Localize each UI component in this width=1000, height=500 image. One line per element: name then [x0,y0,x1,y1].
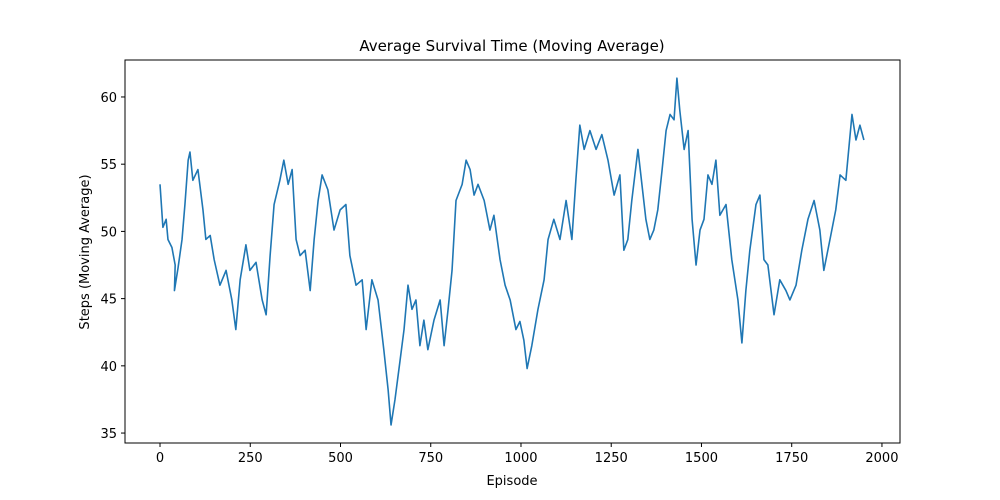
x-tick-label: 1000 [504,451,537,466]
x-tick-label: 250 [238,451,263,466]
x-tick-label: 0 [156,451,164,466]
y-axis-label: Steps (Moving Average) [78,174,93,329]
y-tick-label: 55 [100,158,117,173]
y-tick-label: 50 [100,225,117,240]
y-tick-label: 45 [100,293,117,308]
x-tick-label: 750 [418,451,443,466]
x-tick-label: 1500 [685,451,718,466]
x-tick-label: 2000 [865,451,898,466]
x-tick-label: 1250 [595,451,628,466]
chart-title: Average Survival Time (Moving Average) [359,37,664,55]
y-tick-label: 35 [100,427,117,442]
data-line [159,77,865,426]
y-tick-label: 60 [100,91,117,106]
x-tick-label: 1750 [775,451,808,466]
y-tick-label: 40 [100,360,117,375]
plot-frame [124,59,901,444]
x-axis-label: Episode [486,474,537,489]
x-tick-label: 500 [328,451,353,466]
